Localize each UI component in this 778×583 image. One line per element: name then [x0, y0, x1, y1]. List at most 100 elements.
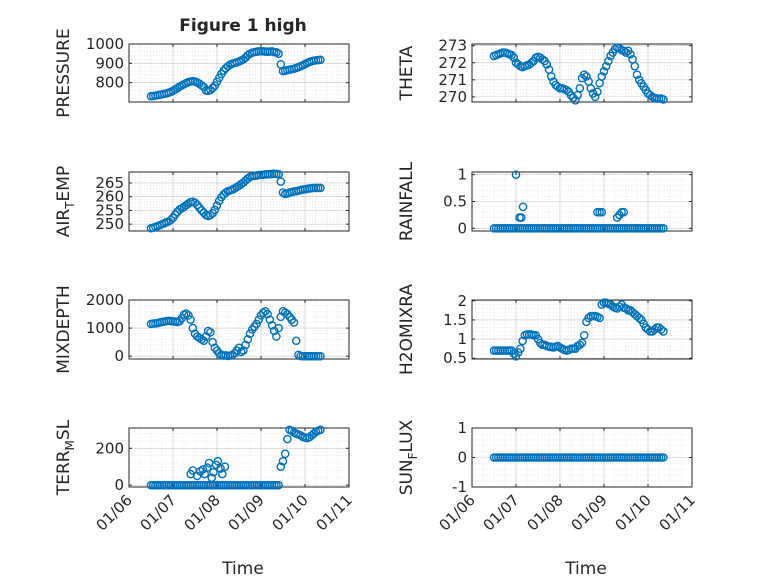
data-point [216, 464, 225, 473]
data-point [274, 323, 283, 333]
data-point [527, 58, 536, 68]
data-point [173, 83, 182, 93]
data-point [659, 224, 668, 233]
data-point [538, 55, 547, 64]
axes-box-pressure [128, 43, 350, 103]
y-tick-label: 1000 [86, 319, 124, 337]
data-point [601, 61, 611, 71]
data-point [518, 202, 528, 212]
data-point [615, 43, 624, 53]
y-axis-label-pressure: PRESSURE [54, 28, 74, 117]
y-tick-label: 200 [95, 439, 124, 457]
data-point [634, 313, 644, 323]
axes-box-h2omixra [471, 299, 693, 360]
y-tick-label: 260 [95, 188, 124, 206]
data-point [239, 346, 248, 355]
data-point [276, 462, 286, 472]
data-point [316, 183, 325, 193]
data-point [509, 53, 519, 62]
data-point [208, 83, 217, 93]
data-point [188, 323, 198, 333]
data-point [659, 453, 668, 462]
y-tick-label: -1 [452, 478, 467, 496]
data-point [621, 304, 631, 313]
y-tick-label: 800 [95, 74, 124, 92]
data-point [316, 425, 325, 435]
data-point [220, 462, 230, 472]
subplot-h2omixra: 0.511.52 H2OMIXRA [397, 284, 693, 375]
data-point [579, 70, 589, 80]
data-point [575, 340, 585, 350]
data-point [198, 465, 208, 474]
data-point [166, 215, 176, 225]
data-point [181, 309, 191, 318]
data-point [219, 66, 228, 75]
y-tick-label: 0 [114, 347, 124, 365]
series-mixdepth [146, 306, 325, 361]
grid-rainfall [472, 172, 692, 231]
data-point [659, 327, 668, 336]
y-axis-label-h2omixra: H2OMIXRA [397, 284, 417, 375]
data-point [593, 87, 602, 97]
data-point [184, 311, 193, 320]
y-tick-label: 0 [457, 449, 467, 467]
axes-box-mixdepth [128, 299, 350, 360]
data-point [571, 95, 580, 105]
data-point [209, 467, 218, 477]
data-point [599, 66, 609, 76]
data-point [269, 326, 279, 336]
data-point [621, 48, 631, 57]
data-point [274, 49, 283, 58]
data-point [542, 60, 552, 69]
data-point [223, 61, 233, 71]
data-point [213, 456, 223, 466]
axes-box-air-temp [128, 171, 350, 232]
data-point [245, 329, 255, 339]
data-point [619, 207, 629, 217]
series-h2omixra [489, 298, 668, 361]
data-point [263, 309, 272, 319]
data-point [210, 205, 220, 215]
y-axis-label-theta: THETA [397, 45, 417, 101]
series-terr-msl [146, 425, 325, 490]
data-point [516, 213, 526, 222]
y-tick-label: 1.5 [443, 311, 467, 329]
data-point [274, 169, 283, 179]
data-point [280, 449, 290, 459]
data-point [597, 72, 607, 81]
subplot-mixdepth: 0 1000 2000 MIXDEPTH [54, 285, 350, 374]
data-point [553, 341, 563, 351]
data-point [190, 198, 200, 208]
data-point [252, 319, 261, 329]
data-point [577, 338, 587, 348]
y-tick-label: 1 [457, 330, 467, 348]
x-axis-label-left: Time [221, 559, 264, 579]
data-point [265, 315, 275, 324]
series-theta [489, 43, 668, 105]
data-point [272, 332, 281, 341]
y-tick-label: 265 [95, 174, 124, 192]
data-point [632, 70, 642, 80]
y-tick-label: 1 [457, 419, 467, 437]
series-pressure [146, 46, 325, 101]
figure-title: Figure 1 high [179, 16, 307, 36]
y-tick-label: 250 [95, 215, 124, 233]
data-point [597, 207, 607, 217]
y-tick-label: 1 [457, 166, 467, 184]
data-point [291, 336, 301, 346]
y-tick-label: 2 [457, 292, 467, 310]
series-air-temp [146, 169, 325, 233]
data-point [645, 90, 655, 100]
data-point [316, 351, 325, 361]
data-point [197, 81, 206, 90]
data-point [507, 50, 516, 60]
data-point [516, 344, 525, 353]
data-point [518, 336, 527, 346]
data-point [243, 335, 253, 344]
series-rainfall [489, 170, 668, 233]
